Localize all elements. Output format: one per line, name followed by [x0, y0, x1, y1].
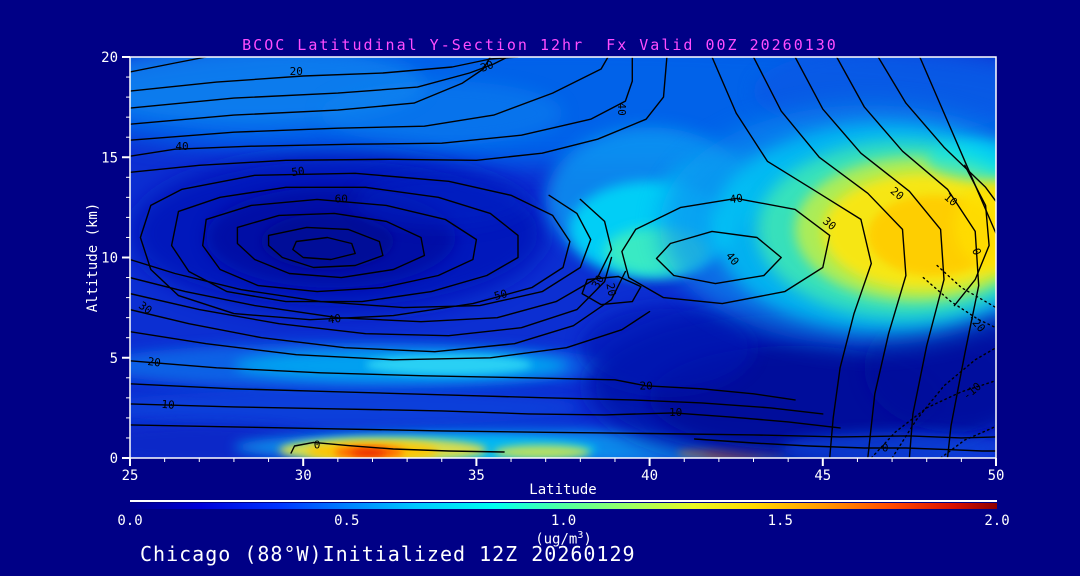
contour-line-45 — [130, 194, 592, 309]
fill-region — [954, 181, 996, 270]
fill-region — [493, 444, 591, 458]
contour-label: 20 — [290, 65, 303, 78]
contour-line-20 — [130, 57, 519, 92]
contour-line-60 — [201, 198, 478, 293]
fill-region — [130, 389, 581, 426]
contour-line-25 — [130, 57, 509, 109]
x-tick-label: 35 — [468, 468, 485, 484]
contour-line-45 — [655, 230, 782, 285]
contour-label: 10 — [161, 398, 175, 412]
contour-label: 40 — [729, 192, 744, 207]
contour-line-30 — [130, 57, 491, 125]
unit-suffix: ) — [583, 531, 592, 548]
y-tick-label: 10 — [101, 251, 118, 267]
contour-label: 40 — [327, 312, 342, 327]
contour-label: 20 — [639, 379, 652, 392]
colorbar-gradient — [130, 503, 997, 509]
fill-region — [580, 303, 754, 392]
contour-line-35 — [130, 57, 609, 141]
x-tick-label: 30 — [295, 468, 312, 484]
contour-line-15 — [130, 57, 207, 73]
contour-line--5 — [936, 264, 996, 309]
contour-label: 30 — [136, 299, 154, 317]
contour-line-0 — [693, 438, 996, 452]
chart-title: BCOC Latitudinal Y-Section 12hr Fx Valid… — [242, 36, 838, 54]
contour-label: 0 — [969, 246, 983, 257]
y-tick-label: 15 — [101, 150, 118, 166]
contour-line-5 — [130, 424, 996, 439]
contour-line--15 — [891, 347, 996, 458]
y-tick-label: 0 — [110, 451, 118, 467]
contour-line--25 — [939, 425, 996, 458]
contour-label: 0 — [882, 442, 889, 455]
colorbar-tick-label: 0.5 — [334, 513, 360, 529]
x-tick-label: 40 — [641, 468, 658, 484]
contour-line-40 — [130, 198, 613, 323]
contour-line--10 — [870, 379, 996, 458]
contour-line-0 — [290, 441, 505, 454]
contour-label: 20 — [147, 355, 162, 370]
contour-line-0 — [953, 164, 990, 307]
contour-line-40 — [621, 197, 831, 305]
contour-line-30 — [752, 57, 907, 458]
contour-line-20 — [581, 275, 642, 306]
contour-label: 30 — [479, 58, 496, 75]
unit-prefix: (ug/m — [535, 531, 578, 548]
contour-label: 20 — [603, 282, 618, 297]
contour-line-65 — [236, 212, 426, 279]
station-init-annotation: Chicago (88°W)Initialized 12Z 20260129 — [140, 542, 636, 566]
contour-line-45 — [130, 57, 668, 174]
contour-line-15 — [877, 57, 996, 203]
fill-region — [926, 139, 996, 180]
x-tick-label: 25 — [122, 468, 139, 484]
y-axis-title: Altitude (km) — [85, 203, 101, 313]
contour-label: 40 — [615, 102, 628, 115]
contour-line-10 — [130, 403, 841, 429]
x-tick-label: 50 — [988, 468, 1005, 484]
contour-label: 0 — [314, 438, 321, 451]
contour-label: 10 — [669, 406, 682, 419]
contour-label: 60 — [335, 192, 348, 205]
contour-line-35 — [711, 57, 872, 458]
contour-line-20 — [130, 360, 796, 401]
contour-label: 50 — [493, 287, 509, 303]
contour-line-10 — [919, 57, 996, 235]
fill-region — [781, 431, 996, 458]
contour-line-75 — [292, 236, 356, 261]
contour-line-25 — [130, 310, 651, 361]
colorbar-unit: (ug/m3) — [130, 530, 997, 548]
x-tick-label: 45 — [814, 468, 831, 484]
colorbar-tick-label: 1.0 — [550, 513, 577, 529]
y-tick-label: 5 — [110, 351, 118, 367]
contour-line-25 — [794, 57, 945, 458]
x-axis-title: Latitude — [529, 482, 596, 498]
contour-line-15 — [130, 383, 824, 415]
fill-region — [261, 213, 394, 270]
contour-line-20 — [836, 57, 980, 458]
unit-exponent: 3 — [577, 530, 584, 541]
colorbar-tick-label: 0.0 — [117, 513, 143, 529]
colorbar-tick-labels: 0.0 0.5 1.0 1.5 2.0 — [117, 513, 1009, 529]
colorbar-top-rule — [130, 500, 997, 502]
fill-region — [355, 175, 529, 228]
contour-label: 50 — [291, 164, 306, 179]
contour-field: 20 30404050605040303020100201004040203020… — [130, 57, 996, 458]
contour-line-70 — [267, 226, 384, 269]
colorbar-tick-label: 1.5 — [767, 513, 793, 529]
y-tick-label: 20 — [101, 50, 118, 66]
contour-line-35 — [130, 256, 613, 337]
colorbar-tick-label: 2.0 — [984, 513, 1010, 529]
contour-line-40 — [130, 57, 633, 157]
fill-region — [351, 448, 387, 457]
contour-label: 30 — [589, 273, 607, 291]
contour-line-50 — [139, 172, 571, 321]
fill-region — [320, 81, 563, 146]
contour-label: 40 — [175, 140, 188, 153]
fill-region — [365, 354, 532, 375]
contour-line-30 — [130, 270, 627, 353]
